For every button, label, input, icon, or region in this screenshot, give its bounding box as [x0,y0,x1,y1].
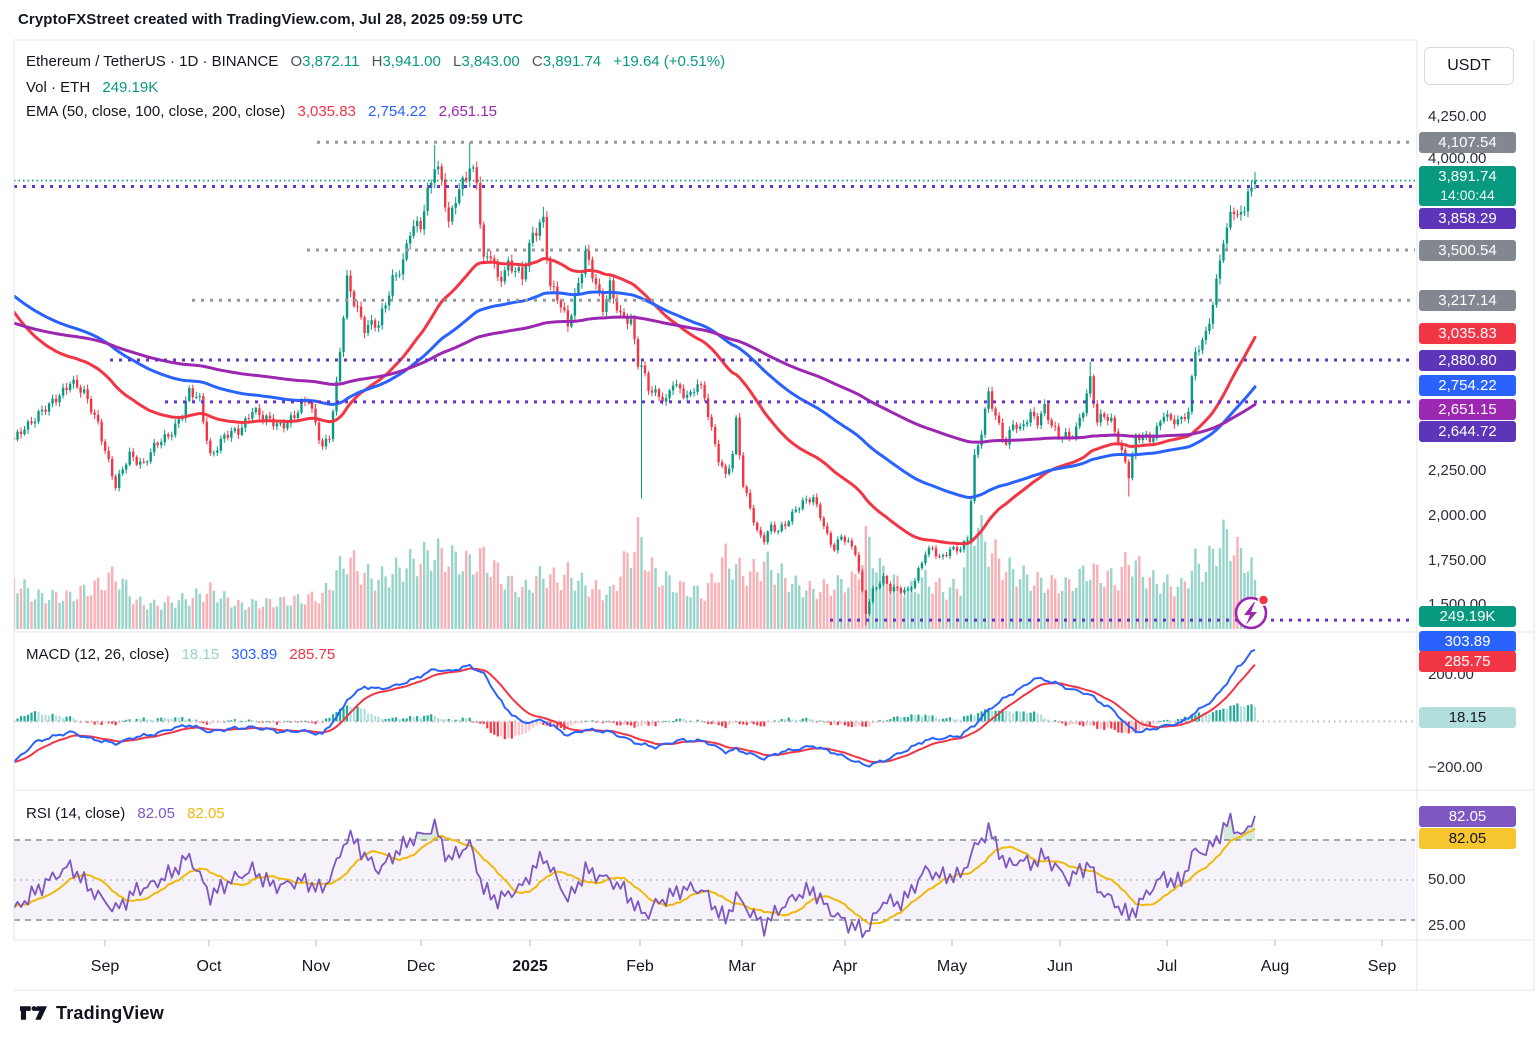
time-axis-label: Sep [1367,958,1397,975]
time-axis-label: Aug [1260,958,1290,975]
price-badge: 285.75 [1419,650,1516,672]
macd-hist-value: 18.15 [181,646,220,663]
time-axis-label: Sep [90,958,120,975]
price-scale-label: 2,000.00 [1428,507,1487,524]
price-badge: 2,644.72 [1419,420,1516,442]
price-badge: 249.19K [1419,605,1516,627]
price-badge: 82.05 [1419,805,1516,827]
time-axis-label: Oct [196,958,222,975]
time-axis-label: Jul [1156,958,1178,975]
symbol-title: Ethereum / TetherUS · 1D · BINANCE [26,53,279,70]
time-axis-label: Mar [728,958,756,975]
time-axis-label: Feb [626,958,654,975]
low-value: 3,843.00 [461,53,520,70]
rsi-value: 82.05 [137,805,175,822]
ema-label: EMA (50, close, 100, close, 200, close) [26,103,286,120]
price-badge: 2,651.15 [1419,398,1516,420]
change-value: +19.64 (+0.51%) [613,53,726,70]
price-scale-label: 4,250.00 [1428,108,1487,125]
volume-label: Vol · ETH [26,79,91,96]
high-label: H [371,53,383,70]
time-axis-label: Nov [301,958,331,975]
price-scale-label: 1,750.00 [1428,552,1487,569]
price-scale-label: 50.00 [1428,871,1466,888]
volume-legend[interactable]: Vol · ETH 249.19K [26,79,158,96]
tradingview-brand[interactable]: TradingView [20,1001,164,1025]
price-badge: 3,858.29 [1419,207,1516,229]
close-label: C [531,53,543,70]
time-axis-label: Dec [406,958,436,975]
price-badge: 3,217.14 [1419,289,1516,311]
tradingview-logo-icon [20,1006,47,1020]
macd-signal-value: 285.75 [289,646,336,663]
ema-legend[interactable]: EMA (50, close, 100, close, 200, close) … [26,103,497,120]
macd-line-value: 303.89 [231,646,278,663]
countdown-timer: 14:00:44 [1440,187,1495,203]
rsi-ma-value: 82.05 [187,805,225,822]
rsi-legend[interactable]: RSI (14, close) 82.05 82.05 [26,805,225,822]
price-badge: 18.15 [1419,706,1516,728]
close-value: 3,891.74 [542,53,602,70]
open-value: 3,872.11 [302,53,360,70]
price-scale-label: 25.00 [1428,917,1466,934]
price-badge: 3,500.54 [1419,239,1516,261]
watermark-caption: CryptoFXStreet created with TradingView.… [18,11,524,28]
symbol-legend[interactable]: Ethereum / TetherUS · 1D · BINANCE O3,87… [26,53,725,70]
price-scale-label: 2,250.00 [1428,462,1487,479]
currency-button[interactable]: USDT [1424,47,1514,85]
price-scale-label: 4,000.00 [1428,150,1487,167]
price-badge: 3,035.83 [1419,322,1516,344]
price-badge: 2,754.22 [1419,374,1516,396]
ema50-value: 3,035.83 [297,103,356,120]
price-badge: 303.89 [1419,630,1516,652]
macd-label: MACD (12, 26, close) [26,646,170,663]
boost-lightning-icon[interactable] [1234,594,1270,630]
low-label: L [453,53,462,70]
time-axis-label: 2025 [512,958,548,975]
open-label: O [290,53,303,70]
time-axis-label: Jun [1047,958,1073,975]
time-axis-label: Apr [832,958,858,975]
ema100-value: 2,754.22 [368,103,427,120]
time-axis-label: May [936,958,968,975]
high-value: 3,941.00 [382,53,441,70]
price-badge: 4,107.54 [1419,131,1516,153]
price-badge: 2,880.80 [1419,349,1516,371]
price-scale-label: −200.00 [1428,759,1483,776]
ema200-value: 2,651.15 [438,103,497,120]
price-badge: 82.05 [1419,827,1516,849]
macd-legend[interactable]: MACD (12, 26, close) 18.15 303.89 285.75 [26,646,335,663]
rsi-label: RSI (14, close) [26,805,126,822]
tradingview-logo-text: TradingView [56,1002,164,1023]
volume-value: 249.19K [102,79,159,96]
price-badge: 3,891.74 14:00:44 [1419,166,1516,206]
